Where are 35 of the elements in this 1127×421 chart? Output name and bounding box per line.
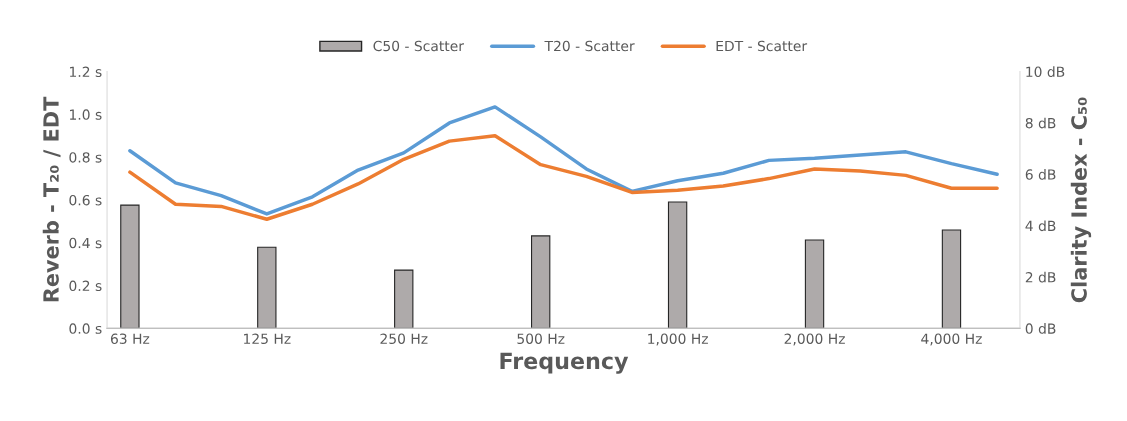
legend-label: EDT - Scatter — [716, 40, 808, 52]
y-tick-label: 1.2 s — [69, 66, 102, 78]
y2-tick-label: 4 dB — [1025, 220, 1056, 232]
x-tick-label: 4,000 Hz — [921, 333, 982, 346]
x-tick-label: 500 Hz — [517, 333, 565, 344]
y2-tick-label: 2 dB — [1025, 271, 1056, 283]
y-tick-label: 0.6 s — [69, 194, 102, 206]
bar — [530, 235, 551, 329]
y2-tick-label: 6 dB — [1025, 169, 1056, 180]
bar — [120, 204, 140, 329]
x-tick-label: 250 Hz — [380, 333, 428, 344]
y2-tick-label: 10 dB — [1026, 66, 1065, 78]
legend-label: C50 - Scatter — [373, 40, 464, 52]
bar — [257, 246, 277, 329]
x-tick-label: 125 Hz — [244, 333, 291, 344]
legend-label: T20 - Scatter — [544, 40, 635, 52]
line-series — [128, 134, 999, 221]
y-tick-label: 0.2 s — [69, 280, 102, 292]
x-tick-label: 63 Hz — [110, 333, 150, 344]
bar — [394, 269, 414, 329]
bar — [667, 201, 688, 329]
y-tick-label: 0.4 s — [69, 237, 102, 249]
bar — [804, 239, 825, 329]
y-axis-title: Reverb - T₂₀ / EDT — [42, 96, 61, 302]
y-tick-label: 1.0 s — [69, 109, 102, 120]
line-series — [128, 105, 999, 216]
x-tick-label: 1,000 Hz — [648, 333, 708, 346]
y2-tick-label: 8 dB — [1025, 117, 1056, 129]
bar — [941, 229, 962, 329]
y-tick-label: 0.8 s — [69, 152, 102, 163]
y2-tick-label: 0 dB — [1025, 323, 1056, 334]
x-axis-title: Frequency — [500, 352, 629, 374]
x-tick-label: 2,000 Hz — [784, 333, 845, 346]
y-tick-label: 0.0 s — [69, 323, 102, 334]
y2-axis-title: Clarity Index - C₅₀ — [1070, 97, 1092, 303]
